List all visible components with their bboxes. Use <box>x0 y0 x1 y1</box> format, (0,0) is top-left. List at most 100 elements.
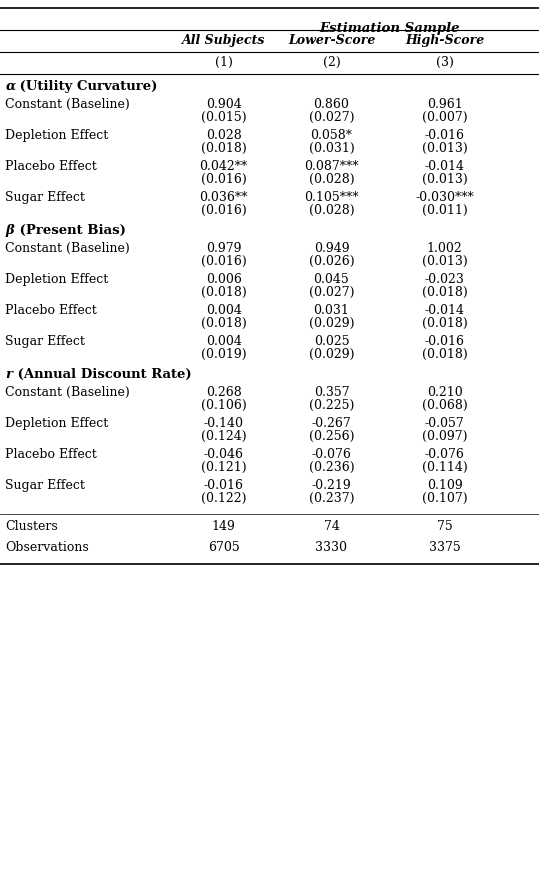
Text: (0.018): (0.018) <box>201 286 246 299</box>
Text: -0.140: -0.140 <box>204 417 244 430</box>
Text: (0.029): (0.029) <box>309 348 354 361</box>
Text: (0.013): (0.013) <box>422 255 467 268</box>
Text: (1): (1) <box>215 56 233 69</box>
Text: -0.016: -0.016 <box>425 129 465 142</box>
Text: (0.011): (0.011) <box>422 204 467 217</box>
Text: 0.087***: 0.087*** <box>304 160 359 173</box>
Text: (0.068): (0.068) <box>422 399 467 412</box>
Text: (0.122): (0.122) <box>201 492 246 505</box>
Text: (0.018): (0.018) <box>422 348 467 361</box>
Text: (0.097): (0.097) <box>422 430 467 443</box>
Text: 0.860: 0.860 <box>314 98 349 111</box>
Text: (0.013): (0.013) <box>422 173 467 186</box>
Text: (Annual Discount Rate): (Annual Discount Rate) <box>13 368 192 381</box>
Text: Depletion Effect: Depletion Effect <box>5 273 109 286</box>
Text: (0.121): (0.121) <box>201 461 246 474</box>
Text: (0.018): (0.018) <box>201 317 246 330</box>
Text: (0.018): (0.018) <box>422 286 467 299</box>
Text: 0.979: 0.979 <box>206 242 241 255</box>
Text: (0.107): (0.107) <box>422 492 467 505</box>
Text: (0.031): (0.031) <box>309 142 354 155</box>
Text: Constant (Baseline): Constant (Baseline) <box>5 386 130 399</box>
Text: 0.357: 0.357 <box>314 386 349 399</box>
Text: Constant (Baseline): Constant (Baseline) <box>5 242 130 255</box>
Text: Constant (Baseline): Constant (Baseline) <box>5 98 130 111</box>
Text: -0.046: -0.046 <box>204 448 244 461</box>
Text: 0.004: 0.004 <box>206 335 241 348</box>
Text: Clusters: Clusters <box>5 520 58 533</box>
Text: α: α <box>5 80 16 93</box>
Text: (Utility Curvature): (Utility Curvature) <box>16 80 158 93</box>
Text: (3): (3) <box>436 56 454 69</box>
Text: -0.057: -0.057 <box>425 417 465 430</box>
Text: (0.028): (0.028) <box>309 173 354 186</box>
Text: (0.029): (0.029) <box>309 317 354 330</box>
Text: (0.019): (0.019) <box>201 348 246 361</box>
Text: 0.961: 0.961 <box>427 98 462 111</box>
Text: (0.225): (0.225) <box>309 399 354 412</box>
Text: (0.237): (0.237) <box>309 492 354 505</box>
Text: Placebo Effect: Placebo Effect <box>5 448 97 461</box>
Text: Depletion Effect: Depletion Effect <box>5 129 109 142</box>
Text: 149: 149 <box>212 520 236 533</box>
Text: (0.026): (0.026) <box>309 255 354 268</box>
Text: (0.016): (0.016) <box>201 204 246 217</box>
Text: -0.267: -0.267 <box>312 417 351 430</box>
Text: 0.109: 0.109 <box>427 479 462 492</box>
Text: (0.016): (0.016) <box>201 255 246 268</box>
Text: (0.027): (0.027) <box>309 111 354 124</box>
Text: 0.045: 0.045 <box>314 273 349 286</box>
Text: 3375: 3375 <box>429 541 460 554</box>
Text: Sugar Effect: Sugar Effect <box>5 479 85 492</box>
Text: (0.124): (0.124) <box>201 430 246 443</box>
Text: 0.949: 0.949 <box>314 242 349 255</box>
Text: 0.028: 0.028 <box>206 129 241 142</box>
Text: (2): (2) <box>323 56 340 69</box>
Text: 74: 74 <box>323 520 340 533</box>
Text: -0.016: -0.016 <box>204 479 244 492</box>
Text: r: r <box>5 368 12 381</box>
Text: -0.076: -0.076 <box>425 448 465 461</box>
Text: 1.002: 1.002 <box>427 242 462 255</box>
Text: 0.025: 0.025 <box>314 335 349 348</box>
Text: Depletion Effect: Depletion Effect <box>5 417 109 430</box>
Text: 0.004: 0.004 <box>206 304 241 317</box>
Text: 0.042**: 0.042** <box>199 160 248 173</box>
Text: Observations: Observations <box>5 541 89 554</box>
Text: 0.904: 0.904 <box>206 98 241 111</box>
Text: -0.076: -0.076 <box>312 448 351 461</box>
Text: All Subjects: All Subjects <box>182 34 265 47</box>
Text: (0.106): (0.106) <box>201 399 246 412</box>
Text: 0.210: 0.210 <box>427 386 462 399</box>
Text: (0.015): (0.015) <box>201 111 246 124</box>
Text: (0.016): (0.016) <box>201 173 246 186</box>
Text: Estimation Sample: Estimation Sample <box>320 22 460 35</box>
Text: (0.114): (0.114) <box>422 461 467 474</box>
Text: 0.058*: 0.058* <box>310 129 353 142</box>
Text: -0.030***: -0.030*** <box>416 191 474 204</box>
Text: Sugar Effect: Sugar Effect <box>5 191 85 204</box>
Text: Lower-Score: Lower-Score <box>288 34 375 47</box>
Text: -0.023: -0.023 <box>425 273 465 286</box>
Text: (0.028): (0.028) <box>309 204 354 217</box>
Text: (0.013): (0.013) <box>422 142 467 155</box>
Text: 0.031: 0.031 <box>314 304 349 317</box>
Text: β: β <box>5 224 14 237</box>
Text: 0.105***: 0.105*** <box>304 191 359 204</box>
Text: -0.219: -0.219 <box>312 479 351 492</box>
Text: Placebo Effect: Placebo Effect <box>5 160 97 173</box>
Text: -0.014: -0.014 <box>425 304 465 317</box>
Text: Sugar Effect: Sugar Effect <box>5 335 85 348</box>
Text: (Present Bias): (Present Bias) <box>16 224 126 237</box>
Text: -0.016: -0.016 <box>425 335 465 348</box>
Text: (0.007): (0.007) <box>422 111 467 124</box>
Text: (0.018): (0.018) <box>422 317 467 330</box>
Text: (0.018): (0.018) <box>201 142 246 155</box>
Text: 0.036**: 0.036** <box>199 191 248 204</box>
Text: Placebo Effect: Placebo Effect <box>5 304 97 317</box>
Text: 3330: 3330 <box>315 541 348 554</box>
Text: (0.256): (0.256) <box>309 430 354 443</box>
Text: 6705: 6705 <box>208 541 239 554</box>
Text: 75: 75 <box>437 520 453 533</box>
Text: -0.014: -0.014 <box>425 160 465 173</box>
